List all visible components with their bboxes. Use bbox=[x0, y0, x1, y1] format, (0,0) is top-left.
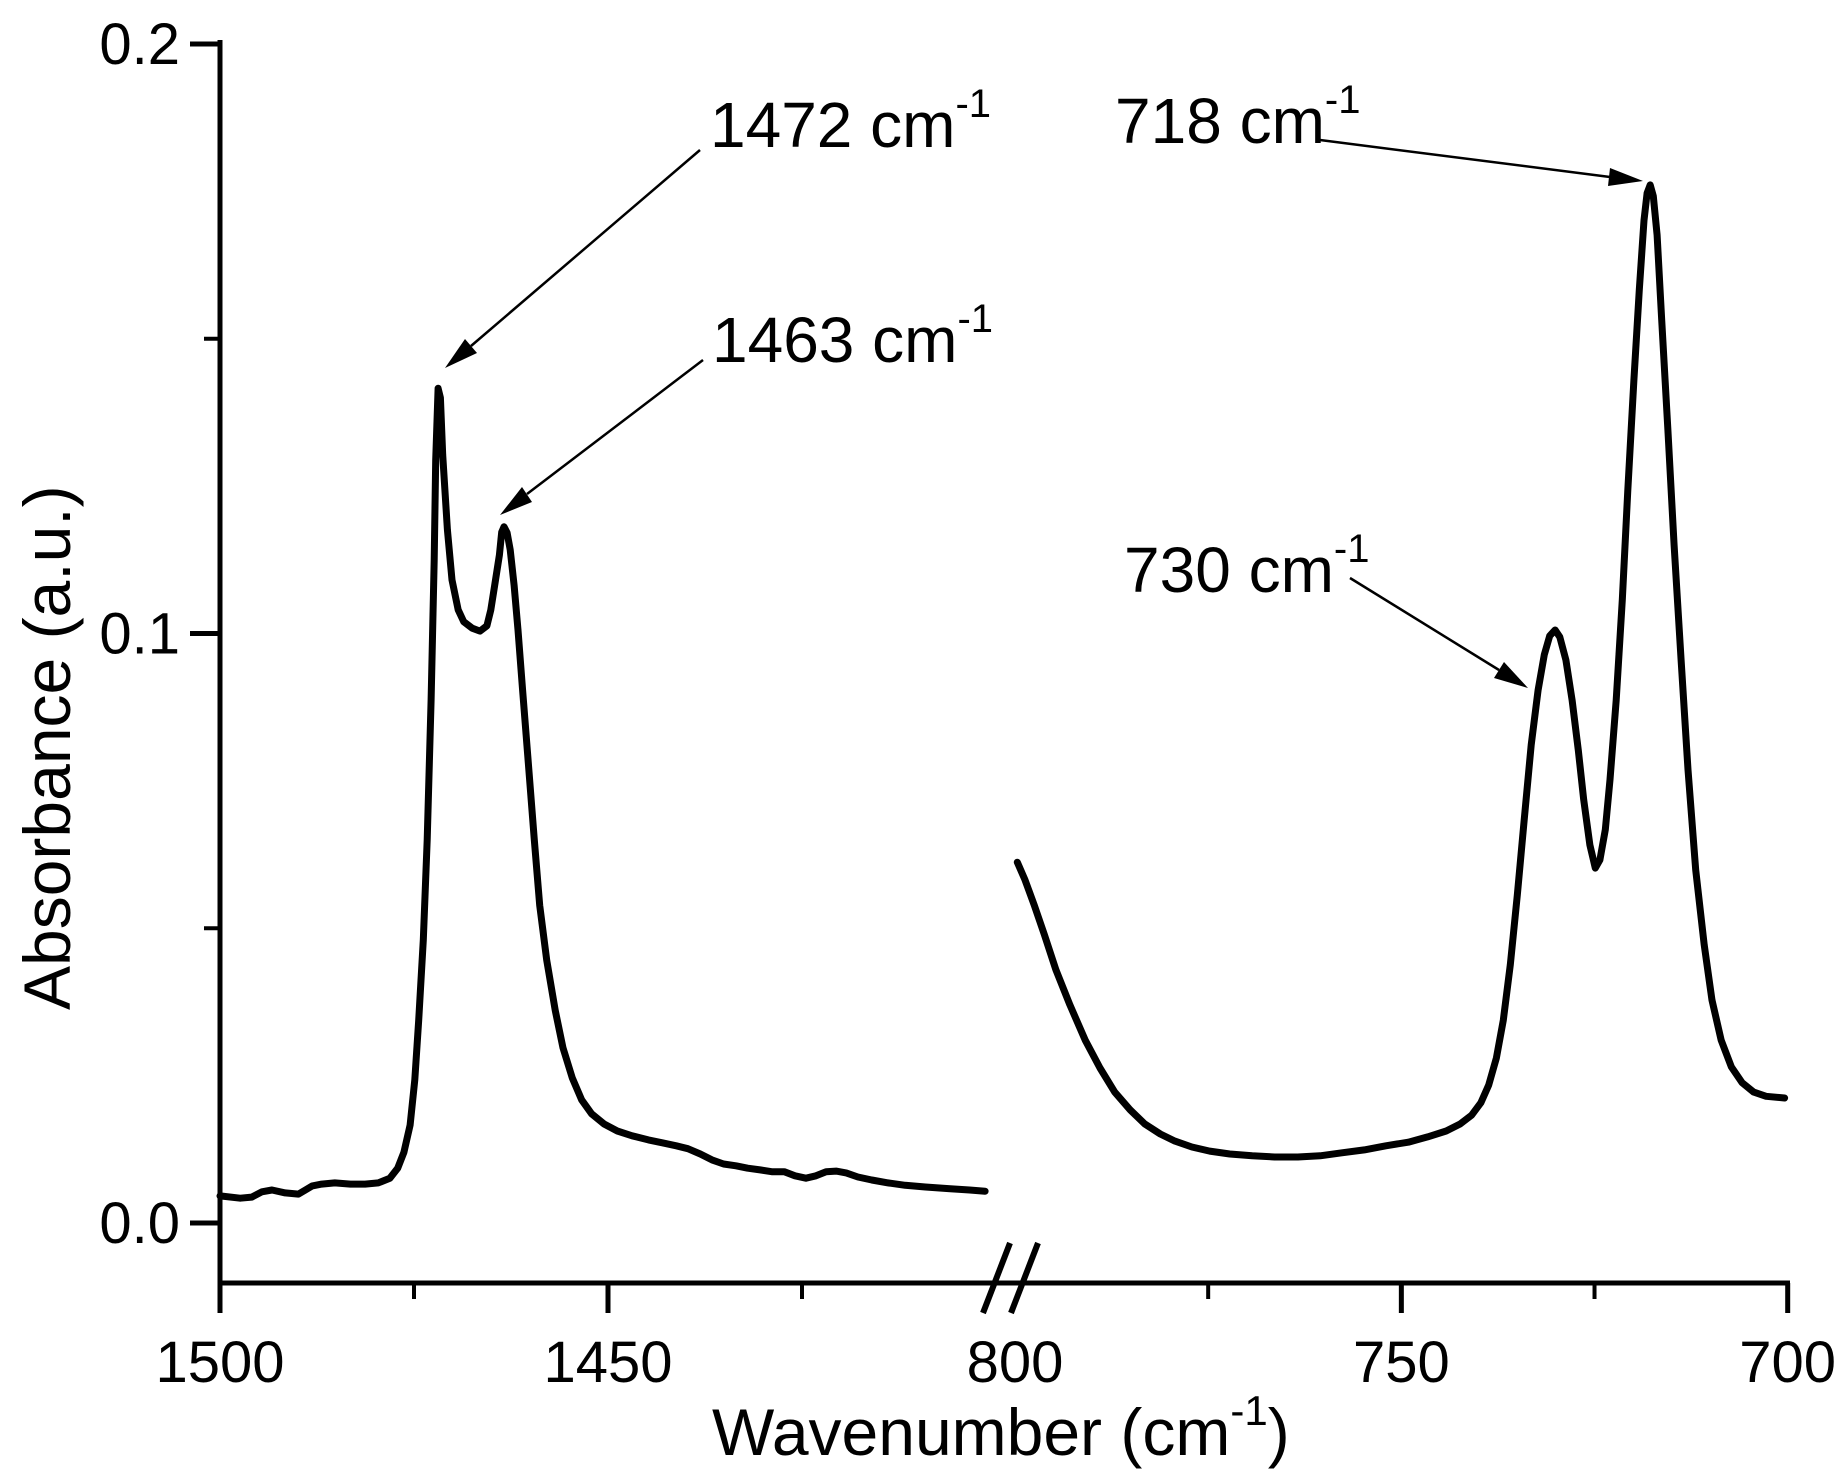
annotation-718-superscript: -1 bbox=[1325, 78, 1361, 122]
annotation-718-arrowhead bbox=[1608, 168, 1643, 186]
axis-break-slash-2 bbox=[1008, 1241, 1041, 1315]
annotation-1463: 1463 cm-1 bbox=[500, 297, 993, 515]
axes bbox=[217, 40, 1790, 1315]
annotation-1463-arrowhead bbox=[500, 487, 532, 515]
y-axis-title: Absorbance (a.u.) bbox=[10, 485, 84, 1010]
y-tick-label-0.1: 0.1 bbox=[99, 602, 180, 667]
annotation-1463-arrow-line bbox=[526, 359, 704, 495]
x-axis-title: Wavenumber (cm-1) bbox=[712, 1387, 1290, 1469]
annotation-730-text: 730 cm bbox=[1124, 534, 1334, 606]
x-tick-label-700: 700 bbox=[1739, 1330, 1836, 1395]
annotation-1463-text: 1463 cm bbox=[712, 304, 957, 376]
annotation-1463-superscript: -1 bbox=[957, 297, 993, 341]
x-tick-label-1450: 1450 bbox=[543, 1330, 672, 1395]
y-tick-label-0.0: 0.0 bbox=[99, 1191, 180, 1256]
annotation-718-arrow-line bbox=[1319, 138, 1611, 179]
x-axis-title-main: Wavenumber (cm bbox=[712, 1395, 1230, 1469]
annotation-718-text: 718 cm bbox=[1115, 85, 1325, 157]
tick-labels: 1500 1450 800 750 700 0.0 0.1 0.2 bbox=[99, 12, 1836, 1395]
tick-marks bbox=[190, 41, 1791, 1313]
axis-break-slash-1 bbox=[980, 1241, 1013, 1315]
annotation-1472-arrow-line bbox=[470, 149, 701, 347]
annotation-1472-label: 1472 cm-1 bbox=[710, 82, 991, 161]
spectrum-curves bbox=[216, 181, 1789, 1202]
annotation-1472-superscript: -1 bbox=[955, 82, 991, 126]
annotation-1472: 1472 cm-1 bbox=[445, 82, 991, 368]
x-tick-label-800: 800 bbox=[967, 1330, 1064, 1395]
annotation-730-arrowhead bbox=[1494, 662, 1528, 688]
annotation-730-arrow-line bbox=[1349, 576, 1500, 672]
x-tick-label-750: 750 bbox=[1353, 1330, 1450, 1395]
peak-annotations: 1472 cm-1 1463 cm-1 718 cm-1 730 cm-1 bbox=[445, 78, 1643, 688]
annotation-730-label: 730 cm-1 bbox=[1124, 527, 1369, 606]
x-axis-break-marks bbox=[980, 1241, 1041, 1315]
annotation-730-superscript: -1 bbox=[1334, 527, 1370, 571]
annotation-1463-label: 1463 cm-1 bbox=[712, 297, 993, 376]
axis-titles: Wavenumber (cm-1) Absorbance (a.u.) bbox=[10, 485, 1290, 1469]
annotation-718-label: 718 cm-1 bbox=[1115, 78, 1360, 157]
annotation-1472-text: 1472 cm bbox=[710, 89, 955, 161]
spectrum-curve-left-segment bbox=[216, 384, 989, 1202]
x-axis-title-close: ) bbox=[1268, 1395, 1290, 1469]
annotation-718: 718 cm-1 bbox=[1115, 78, 1643, 186]
x-tick-label-1500: 1500 bbox=[155, 1330, 284, 1395]
spectrum-curve-right-segment bbox=[1013, 181, 1789, 1161]
annotation-730: 730 cm-1 bbox=[1124, 527, 1528, 688]
y-tick-label-0.2: 0.2 bbox=[99, 12, 180, 77]
annotation-1472-arrowhead bbox=[445, 339, 477, 368]
x-axis-title-superscript: -1 bbox=[1230, 1387, 1267, 1434]
